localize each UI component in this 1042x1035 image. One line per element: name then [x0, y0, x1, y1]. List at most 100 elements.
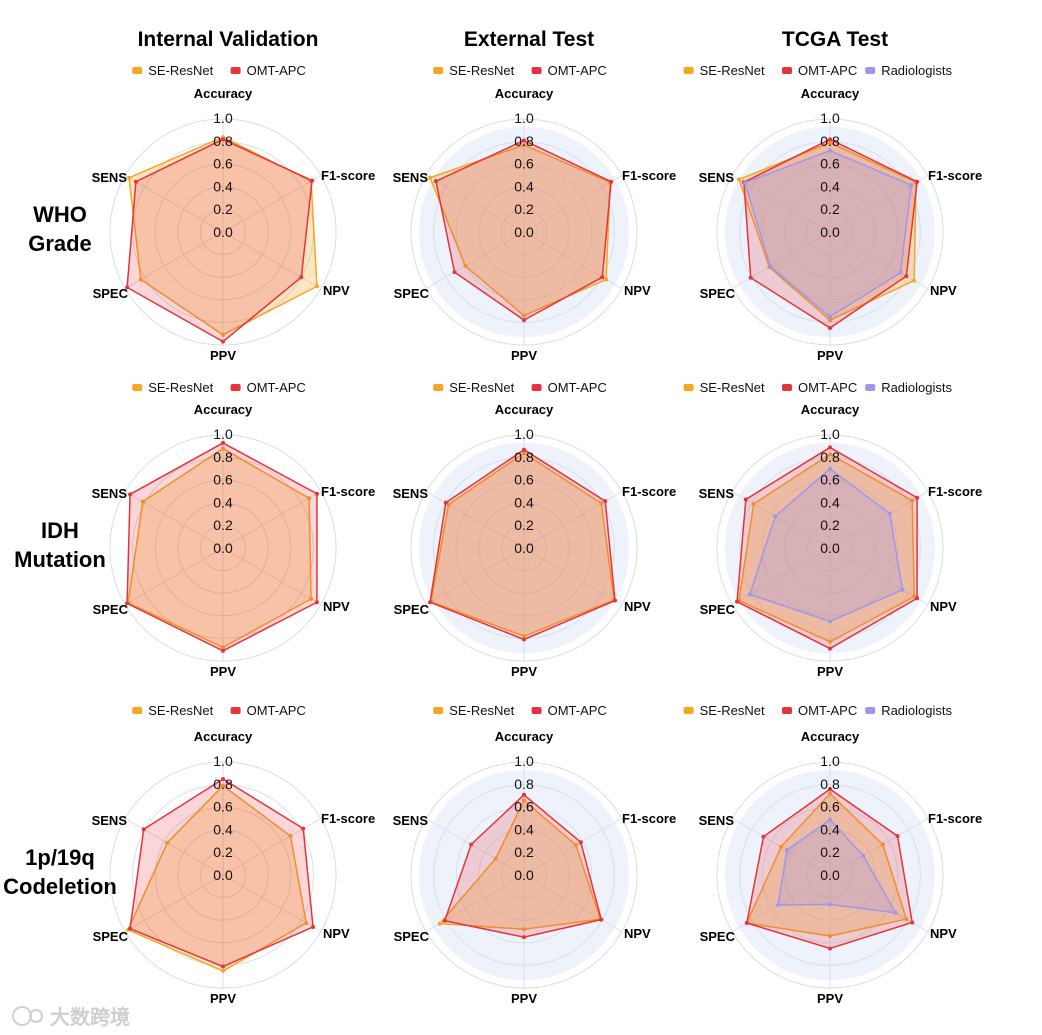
legend: SE-ResNet OMT-APC — [132, 63, 306, 78]
legend-item[interactable]: SE-ResNet — [433, 63, 515, 78]
legend: SE-ResNet OMT-APC — [433, 380, 607, 395]
data-point — [600, 275, 605, 280]
legend-item[interactable]: SE-ResNet — [132, 63, 214, 78]
data-point — [748, 275, 753, 280]
legend-item[interactable]: OMT-APC — [230, 380, 306, 395]
data-point — [736, 177, 741, 182]
legend-marker-icon — [230, 384, 241, 391]
axis-label: PPV — [511, 348, 537, 363]
axis-label: PPV — [817, 348, 843, 363]
legend-marker-icon — [865, 384, 876, 391]
legend-marker-icon — [132, 384, 143, 391]
legend-label: OMT-APC — [247, 63, 306, 78]
data-point — [428, 175, 433, 180]
data-point — [910, 920, 915, 925]
tick-label: 0.6 — [820, 156, 840, 172]
legend: SE-ResNet OMT-APC Radiologists — [683, 380, 953, 395]
tick-label: 0.4 — [514, 494, 534, 510]
data-point — [141, 827, 146, 832]
data-point — [165, 840, 170, 845]
data-point — [915, 179, 920, 184]
legend-item[interactable]: OMT-APC — [782, 63, 857, 78]
radar-spoke — [829, 231, 929, 289]
legend-item[interactable]: SE-ResNet — [433, 703, 515, 718]
data-point — [743, 497, 748, 502]
radar-spoke — [425, 547, 525, 605]
legend-item[interactable]: SE-ResNet — [683, 63, 765, 78]
data-point — [900, 587, 905, 592]
data-point — [904, 917, 909, 922]
legend-marker-icon — [531, 67, 542, 74]
legend-item[interactable]: SE-ResNet — [683, 380, 765, 395]
legend-label: SE-ResNet — [700, 63, 765, 78]
legend-item[interactable]: Radiologists — [865, 380, 953, 395]
legend-item[interactable]: SE-ResNet — [683, 703, 765, 718]
axis-label: NPV — [624, 926, 651, 941]
tick-label: 0.2 — [213, 844, 233, 860]
tick-label: 0.8 — [213, 133, 233, 149]
tick-label: 0.4 — [213, 178, 233, 194]
data-point — [828, 934, 832, 939]
data-point — [288, 834, 293, 839]
axis-label: SPEC — [394, 286, 430, 301]
axis-label: Accuracy — [801, 729, 860, 744]
data-point — [493, 856, 498, 861]
legend-marker-icon — [531, 707, 542, 714]
data-point — [828, 314, 832, 319]
axis-label: F1-score — [622, 484, 676, 499]
legend-item[interactable]: SE-ResNet — [433, 380, 515, 395]
legend-item[interactable]: OMT-APC — [230, 63, 306, 78]
tick-label: 0.6 — [820, 472, 840, 488]
axis-label: SPEC — [93, 929, 129, 944]
tick-label: 0.2 — [820, 517, 840, 533]
legend-item[interactable]: OMT-APC — [531, 380, 607, 395]
radar-spoke — [222, 231, 322, 289]
legend-item[interactable]: OMT-APC — [531, 63, 607, 78]
legend-label: OMT-APC — [548, 703, 607, 718]
legend-label: SE-ResNet — [700, 703, 765, 718]
legend-item[interactable]: SE-ResNet — [132, 380, 214, 395]
legend-item[interactable]: OMT-APC — [782, 380, 857, 395]
tick-label: 0.8 — [514, 449, 534, 465]
legend-item[interactable]: Radiologists — [865, 63, 953, 78]
tick-label: 0.6 — [213, 156, 233, 172]
radar-spoke — [124, 547, 224, 605]
data-point — [599, 501, 604, 506]
legend-marker-icon — [782, 67, 792, 74]
legend-label: SE-ResNet — [449, 380, 514, 395]
data-point — [828, 445, 832, 450]
legend-item[interactable]: OMT-APC — [782, 703, 857, 718]
tick-label: 0.0 — [514, 867, 534, 883]
legend-marker-icon — [782, 707, 792, 714]
data-point — [221, 446, 225, 451]
watermark: 大数跨境 — [50, 1005, 130, 1029]
data-point — [309, 596, 314, 601]
axis-label: PPV — [817, 664, 843, 679]
tick-label: 0.8 — [213, 776, 233, 792]
axis-label: NPV — [930, 599, 957, 614]
legend-item[interactable]: Radiologists — [865, 703, 953, 718]
legend-marker-icon — [865, 67, 876, 74]
data-point — [221, 964, 225, 969]
axis-label: Accuracy — [495, 729, 554, 744]
legend: SE-ResNet OMT-APC — [433, 63, 607, 78]
legend-marker-icon — [132, 707, 143, 714]
legend-marker-icon — [683, 707, 694, 714]
axis-label: F1-score — [928, 168, 982, 183]
legend-label: SE-ResNet — [148, 380, 213, 395]
data-point — [301, 826, 306, 831]
data-point — [578, 840, 583, 845]
radar-spoke — [222, 491, 322, 549]
tick-label: 0.2 — [514, 201, 534, 217]
legend-label: SE-ResNet — [148, 63, 213, 78]
data-point — [314, 284, 319, 289]
watermark-logo-icon — [12, 1006, 43, 1026]
data-point — [776, 902, 781, 907]
axis-label: Accuracy — [194, 402, 253, 417]
axis-label: SENS — [393, 486, 429, 501]
legend-item[interactable]: OMT-APC — [531, 703, 607, 718]
legend-item[interactable]: OMT-APC — [230, 703, 306, 718]
axis-label: SENS — [92, 813, 128, 828]
axis-label: SENS — [92, 486, 128, 501]
legend-item[interactable]: SE-ResNet — [132, 703, 214, 718]
